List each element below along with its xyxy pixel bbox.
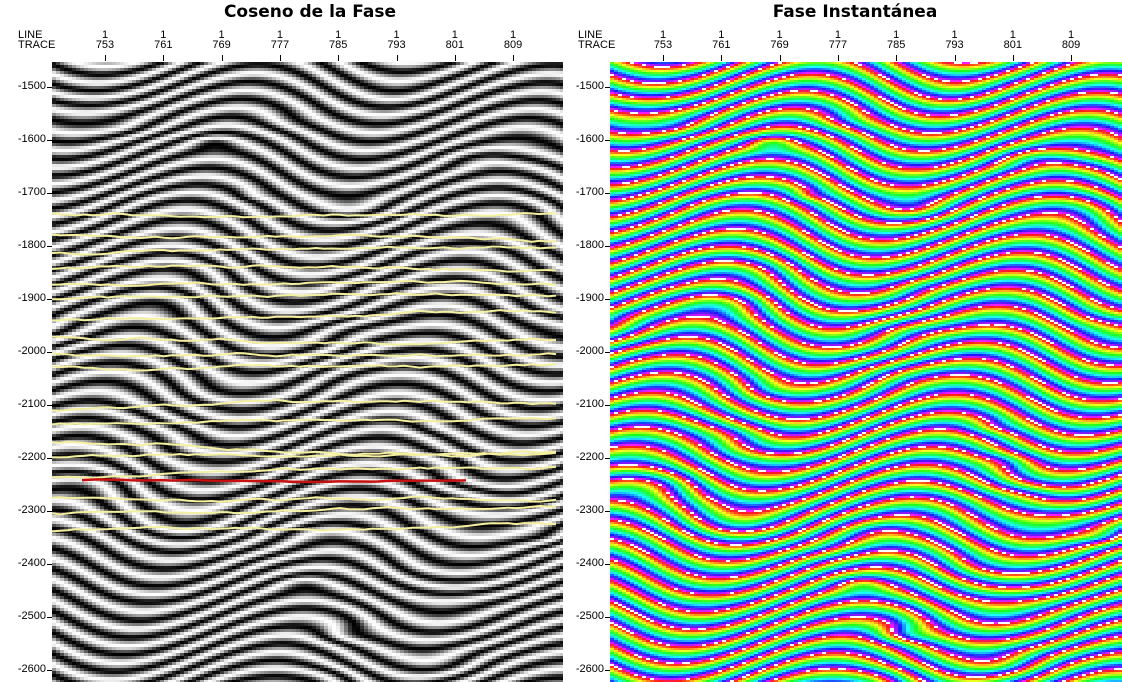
panel-title: Coseno de la Fase bbox=[224, 2, 396, 22]
time-tick-label: -2000 bbox=[6, 345, 46, 357]
time-tick-label: -2600 bbox=[6, 663, 46, 675]
trace-tick bbox=[780, 55, 781, 61]
trace-tick-label: 769 bbox=[210, 40, 234, 51]
trace-header-label: TRACE bbox=[578, 40, 615, 50]
trace-tick-label: 761 bbox=[709, 40, 733, 51]
trace-tick-label: 801 bbox=[443, 40, 467, 51]
trace-tick bbox=[338, 55, 339, 61]
trace-tick bbox=[163, 55, 164, 61]
trace-tick bbox=[1071, 55, 1072, 61]
trace-tick-label: 753 bbox=[93, 40, 117, 51]
trace-tick-label: 785 bbox=[326, 40, 350, 51]
trace-tick bbox=[280, 55, 281, 61]
trace-tick bbox=[222, 55, 223, 61]
trace-tick-label: 793 bbox=[385, 40, 409, 51]
seismic-section-phase[interactable] bbox=[610, 62, 1122, 682]
time-tick-label: -1700 bbox=[564, 186, 604, 198]
time-tick-label: -2400 bbox=[564, 557, 604, 569]
trace-tick-label: 785 bbox=[884, 40, 908, 51]
time-tick-label: -1500 bbox=[564, 80, 604, 92]
trace-tick-label: 793 bbox=[943, 40, 967, 51]
trace-header-label: TRACE bbox=[18, 40, 55, 50]
trace-tick-label: 809 bbox=[1059, 40, 1083, 51]
time-tick-label: -1600 bbox=[6, 133, 46, 145]
time-tick-label: -2500 bbox=[6, 610, 46, 622]
trace-tick bbox=[513, 55, 514, 61]
time-tick-label: -2100 bbox=[564, 398, 604, 410]
trace-tick bbox=[397, 55, 398, 61]
trace-tick bbox=[455, 55, 456, 61]
panel-fase-instantanea: Fase Instantánea LINE TRACE 1 753 1 761 1 769… bbox=[562, 0, 1122, 682]
time-tick-label: -1500 bbox=[6, 80, 46, 92]
time-tick-label: -2000 bbox=[564, 345, 604, 357]
time-tick-label: -2200 bbox=[6, 451, 46, 463]
time-tick-label: -2100 bbox=[6, 398, 46, 410]
trace-tick bbox=[105, 55, 106, 61]
panel-title: Fase Instantánea bbox=[773, 2, 938, 22]
time-tick-label: -1900 bbox=[564, 292, 604, 304]
trace-tick-label: 777 bbox=[268, 40, 292, 51]
trace-tick bbox=[663, 55, 664, 61]
trace-tick bbox=[721, 55, 722, 61]
time-tick-label: -2400 bbox=[6, 557, 46, 569]
trace-tick bbox=[1013, 55, 1014, 61]
time-tick-label: -1900 bbox=[6, 292, 46, 304]
time-tick-label: -1700 bbox=[6, 186, 46, 198]
panel-coseno-fase: Coseno de la Fase LINE TRACE 1 753 1 761 1 76… bbox=[0, 0, 563, 682]
instantaneous-phase-image bbox=[610, 62, 1122, 682]
trace-tick-label: 769 bbox=[768, 40, 792, 51]
time-tick-label: -2300 bbox=[564, 504, 604, 516]
time-tick-label: -2300 bbox=[6, 504, 46, 516]
trace-tick-label: 777 bbox=[826, 40, 850, 51]
trace-tick-label: 801 bbox=[1001, 40, 1025, 51]
time-tick-label: -1800 bbox=[6, 239, 46, 251]
time-tick-label: -2500 bbox=[564, 610, 604, 622]
time-tick-label: -2600 bbox=[564, 663, 604, 675]
trace-tick bbox=[838, 55, 839, 61]
time-tick-label: -2200 bbox=[564, 451, 604, 463]
time-tick-label: -1800 bbox=[564, 239, 604, 251]
trace-tick-label: 761 bbox=[151, 40, 175, 51]
time-tick-label: -1600 bbox=[564, 133, 604, 145]
trace-tick bbox=[896, 55, 897, 61]
seismic-section-cosine[interactable] bbox=[52, 62, 563, 682]
trace-tick-label: 809 bbox=[501, 40, 525, 51]
trace-tick bbox=[955, 55, 956, 61]
cosine-phase-image bbox=[52, 62, 563, 682]
trace-tick-label: 753 bbox=[651, 40, 675, 51]
